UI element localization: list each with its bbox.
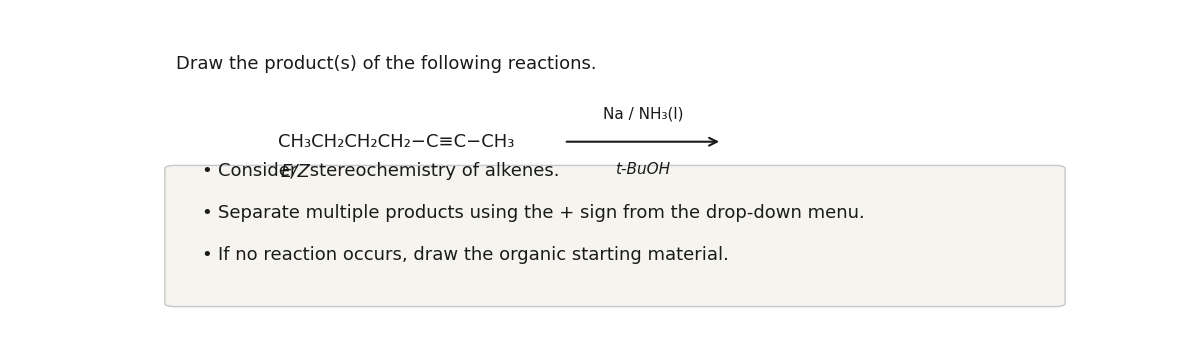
Text: CH₃CH₂CH₂CH₂−C≡C−CH₃: CH₃CH₂CH₂CH₂−C≡C−CH₃ <box>278 133 515 151</box>
Text: stereochemistry of alkenes.: stereochemistry of alkenes. <box>305 162 560 180</box>
Text: If no reaction occurs, draw the organic starting material.: If no reaction occurs, draw the organic … <box>218 246 728 264</box>
Text: Draw the product(s) of the following reactions.: Draw the product(s) of the following rea… <box>176 56 596 74</box>
Text: E/Z: E/Z <box>281 162 310 180</box>
Text: Separate multiple products using the + sign from the drop-down menu.: Separate multiple products using the + s… <box>218 204 865 222</box>
Text: •: • <box>202 162 212 180</box>
FancyBboxPatch shape <box>164 166 1066 307</box>
Text: •: • <box>202 204 212 222</box>
Text: t-BuOH: t-BuOH <box>616 162 671 177</box>
Text: Na / NH₃(l): Na / NH₃(l) <box>602 106 683 121</box>
Text: •: • <box>202 246 212 264</box>
Text: Consider: Consider <box>218 162 304 180</box>
